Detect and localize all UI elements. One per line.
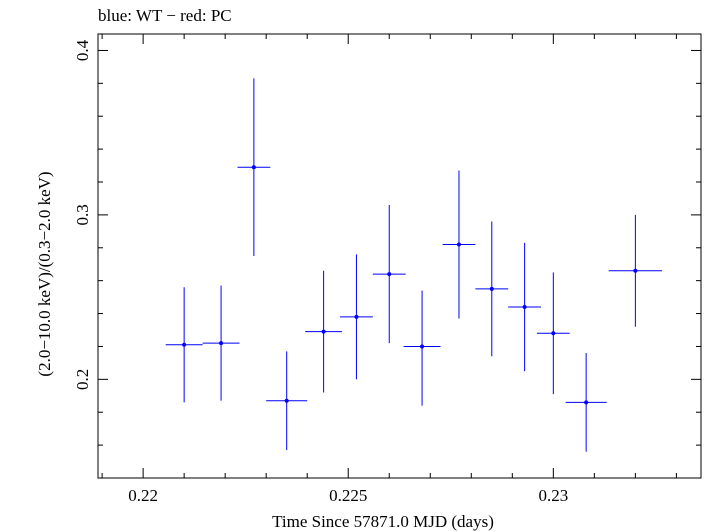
x-axis-label: Time Since 57871.0 MJD (days) <box>272 512 494 531</box>
point-marker <box>584 400 589 405</box>
point-marker <box>551 331 556 336</box>
y-axis-label: (2.0−10.0 keV)/(0.3−2.0 keV) <box>35 171 54 376</box>
data-point <box>372 205 406 344</box>
data-point <box>536 272 570 395</box>
data-point <box>305 270 343 393</box>
point-marker <box>182 342 187 347</box>
point-marker <box>633 268 638 273</box>
data-point <box>165 287 203 403</box>
data-point <box>565 353 607 452</box>
y-tick-label: 0.3 <box>73 204 92 225</box>
y-tick-label: 0.4 <box>73 39 92 61</box>
y-tick-label: 0.2 <box>73 369 92 390</box>
data-point <box>202 285 240 401</box>
plot-border <box>97 33 702 479</box>
data-point <box>475 221 509 357</box>
point-marker <box>321 329 326 334</box>
plot-frame <box>97 33 702 479</box>
axis-ticks <box>98 34 701 478</box>
data-point <box>508 242 542 372</box>
tick-labels: 0.22 0.225 0.23 0.2 0.3 0.4 <box>73 39 568 505</box>
data-point <box>340 254 373 380</box>
data-point <box>237 78 271 256</box>
x-tick-label: 0.22 <box>128 486 158 505</box>
point-marker <box>420 344 425 349</box>
point-marker <box>387 272 392 277</box>
point-marker <box>284 398 289 403</box>
data-point <box>608 214 663 327</box>
x-tick-label: 0.225 <box>329 486 367 505</box>
point-marker <box>354 314 359 319</box>
chart-title: blue: WT − red: PC <box>98 6 232 25</box>
data-point <box>403 290 441 406</box>
point-marker <box>522 304 527 309</box>
x-tick-label: 0.23 <box>538 486 568 505</box>
data-point <box>266 351 308 451</box>
point-marker <box>219 341 224 346</box>
data-point <box>442 170 476 319</box>
point-marker <box>251 165 256 170</box>
point-marker <box>489 286 494 291</box>
data-points <box>165 78 663 452</box>
point-marker <box>456 242 461 247</box>
